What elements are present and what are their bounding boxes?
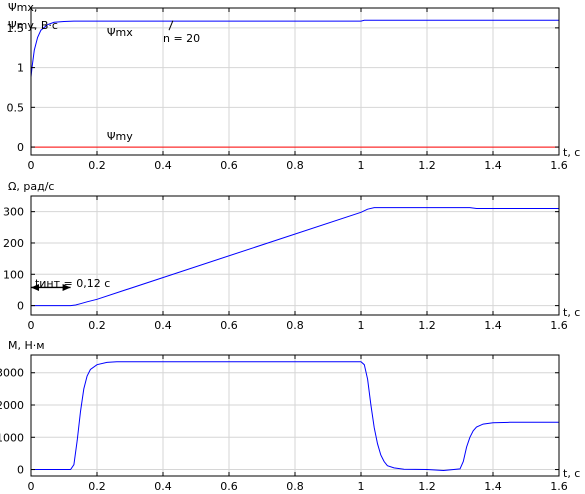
dimension-arrowhead-right [62, 283, 71, 291]
x-tick-label: 0 [28, 159, 35, 172]
x-tick-label: 1 [358, 480, 365, 493]
y-tick-label: 3000 [0, 367, 24, 380]
x-tick-label: 1.4 [484, 319, 502, 332]
x-tick-label: 0.6 [220, 480, 238, 493]
x-axis-label: t, с [563, 146, 580, 159]
x-tick-label: 1.2 [418, 480, 436, 493]
x-tick-label: 0 [28, 319, 35, 332]
y-tick-label: 0 [17, 141, 24, 154]
x-tick-label: 0.4 [154, 159, 172, 172]
series-line-0 [30, 19, 559, 78]
annotation-label: Ψmx [107, 26, 133, 39]
annotation-label: tинт = 0,12 с [35, 277, 110, 290]
x-tick-label: 1 [358, 319, 365, 332]
y-tick-label: 200 [3, 237, 24, 250]
x-axis-label: t, с [563, 306, 580, 319]
y-axis-label: Ψmx, [8, 1, 37, 14]
y-tick-label: 1.5 [7, 22, 25, 35]
x-tick-label: 0.8 [286, 480, 304, 493]
x-tick-label: 0.4 [154, 319, 172, 332]
y-tick-label: 0.5 [7, 101, 25, 114]
series-line-0 [31, 207, 559, 307]
x-tick-label: 1 [358, 159, 365, 172]
x-tick-label: 1.4 [484, 480, 502, 493]
x-tick-label: 0.6 [220, 159, 238, 172]
x-tick-label: 1.6 [550, 480, 568, 493]
annotation-leader-line [168, 20, 174, 31]
x-tick-label: 1.6 [550, 159, 568, 172]
y-axis-label: Ψmy, В·с [8, 19, 58, 32]
chart-psi: 0 0.2 0.4 0.6 0.8 1 1.2 1.4 1.6 0 0.5 1 1.5 t, с Ψmx, Ψ… [7, 1, 581, 172]
dimension-arrowhead-left [31, 283, 39, 291]
chart-omega: 0 0.2 0.4 0.6 0.8 1 1.2 1.4 1.6 0 100 200 300 t, с Ω, … [3, 180, 580, 332]
x-tick-label: 0.4 [154, 480, 172, 493]
annotation-label: n = 20 [163, 32, 200, 45]
x-tick-label: 0.6 [220, 319, 238, 332]
x-tick-label: 0 [28, 480, 35, 493]
y-tick-label: 1 [17, 62, 24, 75]
x-tick-label: 1.2 [418, 159, 436, 172]
x-tick-label: 1.6 [550, 319, 568, 332]
x-tick-label: 0.2 [88, 319, 106, 332]
x-axis-label: t, с [563, 467, 580, 480]
y-axis-label: Ω, рад/с [8, 180, 54, 193]
x-tick-label: 1.2 [418, 319, 436, 332]
y-tick-label: 2000 [0, 399, 24, 412]
x-tick-label: 0.2 [88, 480, 106, 493]
y-tick-label: 100 [3, 268, 24, 281]
y-tick-label: 1000 [0, 431, 24, 444]
x-tick-label: 0.2 [88, 159, 106, 172]
y-axis-label: M, Н·м [8, 339, 45, 352]
annotation-label: Ψmy [107, 130, 133, 143]
chart-torque: 0 0.2 0.4 0.6 0.8 1 1.2 1.4 1.6 0 1000 2000 3000 t, с… [0, 339, 580, 493]
series-line-0 [31, 361, 559, 472]
x-tick-label: 1.4 [484, 159, 502, 172]
x-tick-label: 0.8 [286, 319, 304, 332]
y-tick-label: 300 [3, 206, 24, 219]
x-tick-label: 0.8 [286, 159, 304, 172]
y-tick-label: 0 [17, 300, 24, 313]
y-tick-label: 0 [17, 464, 24, 477]
